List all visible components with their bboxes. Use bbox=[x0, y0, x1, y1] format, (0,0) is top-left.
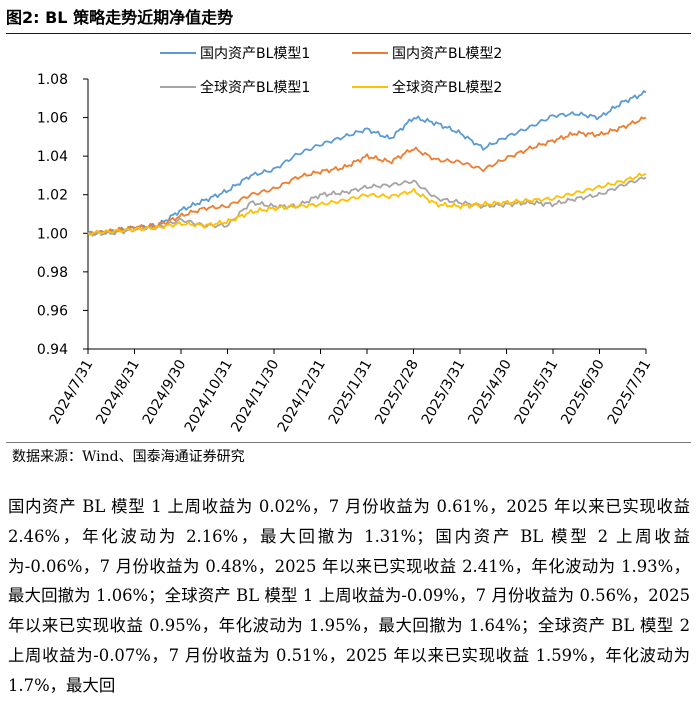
x-tick-label: 2025/2/28 bbox=[372, 357, 422, 427]
series-line bbox=[87, 172, 647, 236]
y-tick-label: 1.00 bbox=[37, 226, 68, 242]
x-tick-label: 2025/7/31 bbox=[605, 357, 655, 427]
y-tick-label: 1.08 bbox=[37, 72, 68, 88]
series-line bbox=[87, 116, 647, 236]
series-line bbox=[87, 90, 647, 235]
legend-label: 国内资产BL模型1 bbox=[200, 46, 310, 62]
y-axis: 0.94 0.96 0.98 1.00 1.02 1.04 1.06 1.08 bbox=[37, 72, 89, 358]
y-tick-label: 0.96 bbox=[37, 303, 68, 319]
x-axis: 2024/7/312024/8/312024/9/302024/10/31202… bbox=[47, 348, 655, 435]
x-tick-label: 2025/6/30 bbox=[558, 357, 608, 427]
x-tick-label: 2025/4/30 bbox=[465, 357, 515, 427]
x-tick-label: 2024/7/31 bbox=[47, 357, 97, 427]
y-tick-label: 1.02 bbox=[37, 188, 68, 204]
x-tick-label: 2024/12/31 bbox=[275, 357, 329, 435]
x-tick-label: 2024/10/31 bbox=[182, 357, 236, 435]
title-divider bbox=[6, 33, 691, 34]
series-line bbox=[87, 176, 647, 237]
x-tick-label: 2024/11/30 bbox=[228, 357, 282, 435]
figure-title: 图2: BL 策略走势近期净值走势 bbox=[6, 8, 234, 27]
y-tick-label: 1.06 bbox=[37, 111, 68, 127]
x-tick-label: 2025/1/31 bbox=[326, 357, 376, 427]
y-tick-label: 0.94 bbox=[37, 342, 68, 358]
source-note: 数据来源：Wind、国泰海通证券研究 bbox=[12, 449, 245, 465]
x-tick-label: 2024/9/30 bbox=[140, 357, 190, 427]
source-divider bbox=[6, 442, 691, 443]
x-tick-label: 2025/5/31 bbox=[512, 357, 562, 427]
line-chart: 0.94 0.96 0.98 1.00 1.02 1.04 1.06 1.08 2024/7/… bbox=[37, 46, 655, 435]
x-tick-label: 2024/8/31 bbox=[93, 357, 143, 427]
legend-label: 全球资产BL模型1 bbox=[200, 79, 310, 96]
x-tick-label: 2025/3/31 bbox=[419, 357, 469, 427]
series-lines bbox=[87, 90, 647, 237]
y-tick-label: 1.04 bbox=[37, 149, 68, 165]
summary-paragraph: 国内资产 BL 模型 1 上周收益为 0.02%，7 月份收益为 0.61%，2… bbox=[8, 497, 690, 695]
legend-label: 全球资产BL模型2 bbox=[392, 79, 502, 96]
y-tick-label: 0.98 bbox=[37, 265, 68, 281]
legend: 国内资产BL模型1 国内资产BL模型2 全球资产BL模型1 全球资产BL模型2 bbox=[160, 46, 502, 96]
legend-label: 国内资产BL模型2 bbox=[392, 46, 502, 62]
